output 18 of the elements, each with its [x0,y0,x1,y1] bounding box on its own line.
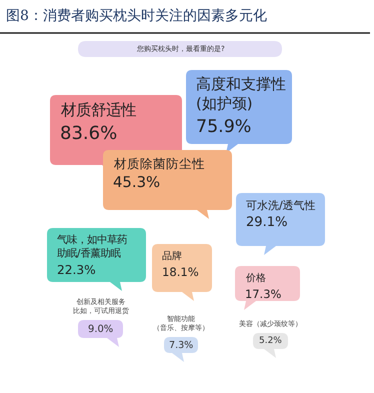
data-label: 83.6% [60,123,118,144]
category-label: 品牌 [162,250,182,262]
category-label: 气味，如中草药助眠/香薰助眠 [57,234,127,260]
category-label: 材质除菌防尘性 [113,156,205,171]
data-label: 17.3% [245,287,282,301]
data-label: 45.3% [113,174,160,191]
data-label: 9.0% [88,324,114,335]
data-label: 22.3% [57,263,96,277]
data-label: 29.1% [246,215,288,230]
category-label: 材质舒适性 [60,101,136,119]
data-label: 75.9% [196,117,252,137]
text: 图8：消费者购买枕头时关注的因素多元化 [6,8,267,24]
data-label: 7.3% [169,340,194,351]
category-label: 高度和支撑性(如护颈) [196,76,286,112]
data-label: 18.1% [162,265,199,279]
category-label: 价格 [245,272,266,284]
category-label: 可水洗/透气性 [246,199,316,212]
data-label: 5.2% [259,336,282,346]
